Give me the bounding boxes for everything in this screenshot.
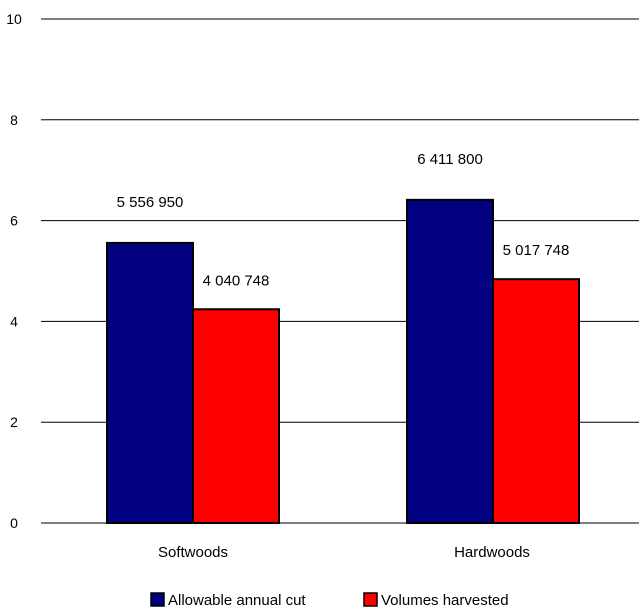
bar-volumes-harvested-hardwoods — [492, 278, 580, 524]
y-tick-label-8: 8 — [10, 112, 18, 128]
legend-label-allowable-annual-cut: Allowable annual cut — [168, 592, 306, 609]
y-tick-label-10: 10 — [6, 11, 22, 27]
y-tick-label-6: 6 — [10, 213, 18, 229]
category-label-hardwoods: Hardwoods — [454, 544, 530, 561]
data-label-allowable-annual-cut-softwoods: 5 556 950 — [117, 194, 184, 211]
legend-swatch-volumes-harvested — [363, 592, 378, 607]
category-label-softwoods: Softwoods — [158, 544, 228, 561]
data-label-volumes-harvested-hardwoods: 5 017 748 — [503, 242, 570, 259]
y-tick-label-2: 2 — [10, 414, 18, 430]
category-labels: Softwoods Hardwoods — [158, 544, 530, 561]
y-axis-tick-labels: 0 2 4 6 8 10 — [6, 11, 22, 531]
bar-volumes-harvested-softwoods — [192, 308, 280, 524]
data-label-allowable-annual-cut-hardwoods: 6 411 800 — [417, 151, 483, 168]
data-labels: 5 556 950 4 040 748 6 411 800 5 017 748 — [117, 151, 570, 289]
legend: Allowable annual cut Volumes harvested — [150, 592, 509, 609]
y-tick-label-4: 4 — [10, 313, 18, 329]
legend-label-volumes-harvested: Volumes harvested — [381, 592, 509, 609]
legend-swatch-allowable-annual-cut — [150, 592, 165, 607]
bar-allowable-annual-cut-softwoods — [106, 241, 194, 524]
y-tick-label-0: 0 — [10, 515, 18, 531]
data-label-volumes-harvested-softwoods: 4 040 748 — [203, 272, 270, 289]
bar-allowable-annual-cut-hardwoods — [406, 198, 494, 524]
bars — [106, 198, 580, 524]
